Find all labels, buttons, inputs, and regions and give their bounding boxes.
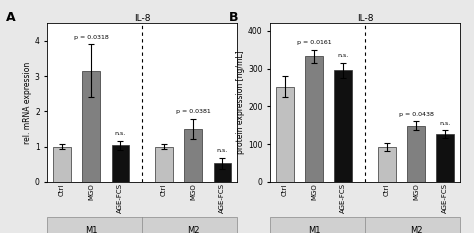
Y-axis label: protein expression [ng/mL]: protein expression [ng/mL]	[236, 51, 245, 154]
Bar	[334, 70, 352, 182]
Bar	[53, 147, 71, 182]
Bar	[155, 147, 173, 182]
Text: M1: M1	[308, 226, 320, 233]
Bar	[184, 129, 202, 182]
Bar	[305, 56, 323, 182]
Text: n.s.: n.s.	[115, 131, 126, 137]
Text: M2: M2	[187, 226, 200, 233]
Bar	[214, 163, 231, 182]
Text: p = 0.0438: p = 0.0438	[399, 112, 433, 117]
Y-axis label: rel. mRNA expression: rel. mRNA expression	[23, 61, 32, 144]
Text: n.s.: n.s.	[439, 121, 451, 126]
Bar	[378, 147, 396, 182]
Bar	[270, 217, 460, 233]
Bar	[47, 217, 237, 233]
Text: n.s.: n.s.	[217, 148, 228, 153]
Text: M1: M1	[85, 226, 97, 233]
Text: M2: M2	[410, 226, 422, 233]
Text: p = 0.0161: p = 0.0161	[297, 40, 331, 45]
Title: IL-8: IL-8	[357, 14, 373, 23]
Text: p = 0.0381: p = 0.0381	[176, 109, 210, 114]
Text: p = 0.0318: p = 0.0318	[74, 35, 109, 40]
Text: B: B	[228, 11, 238, 24]
Bar	[407, 126, 425, 182]
Bar	[276, 87, 293, 182]
Text: A: A	[6, 11, 15, 24]
Bar	[437, 134, 454, 182]
Title: IL-8: IL-8	[134, 14, 150, 23]
Bar	[82, 71, 100, 182]
Text: n.s.: n.s.	[337, 53, 349, 58]
Bar	[111, 145, 129, 182]
